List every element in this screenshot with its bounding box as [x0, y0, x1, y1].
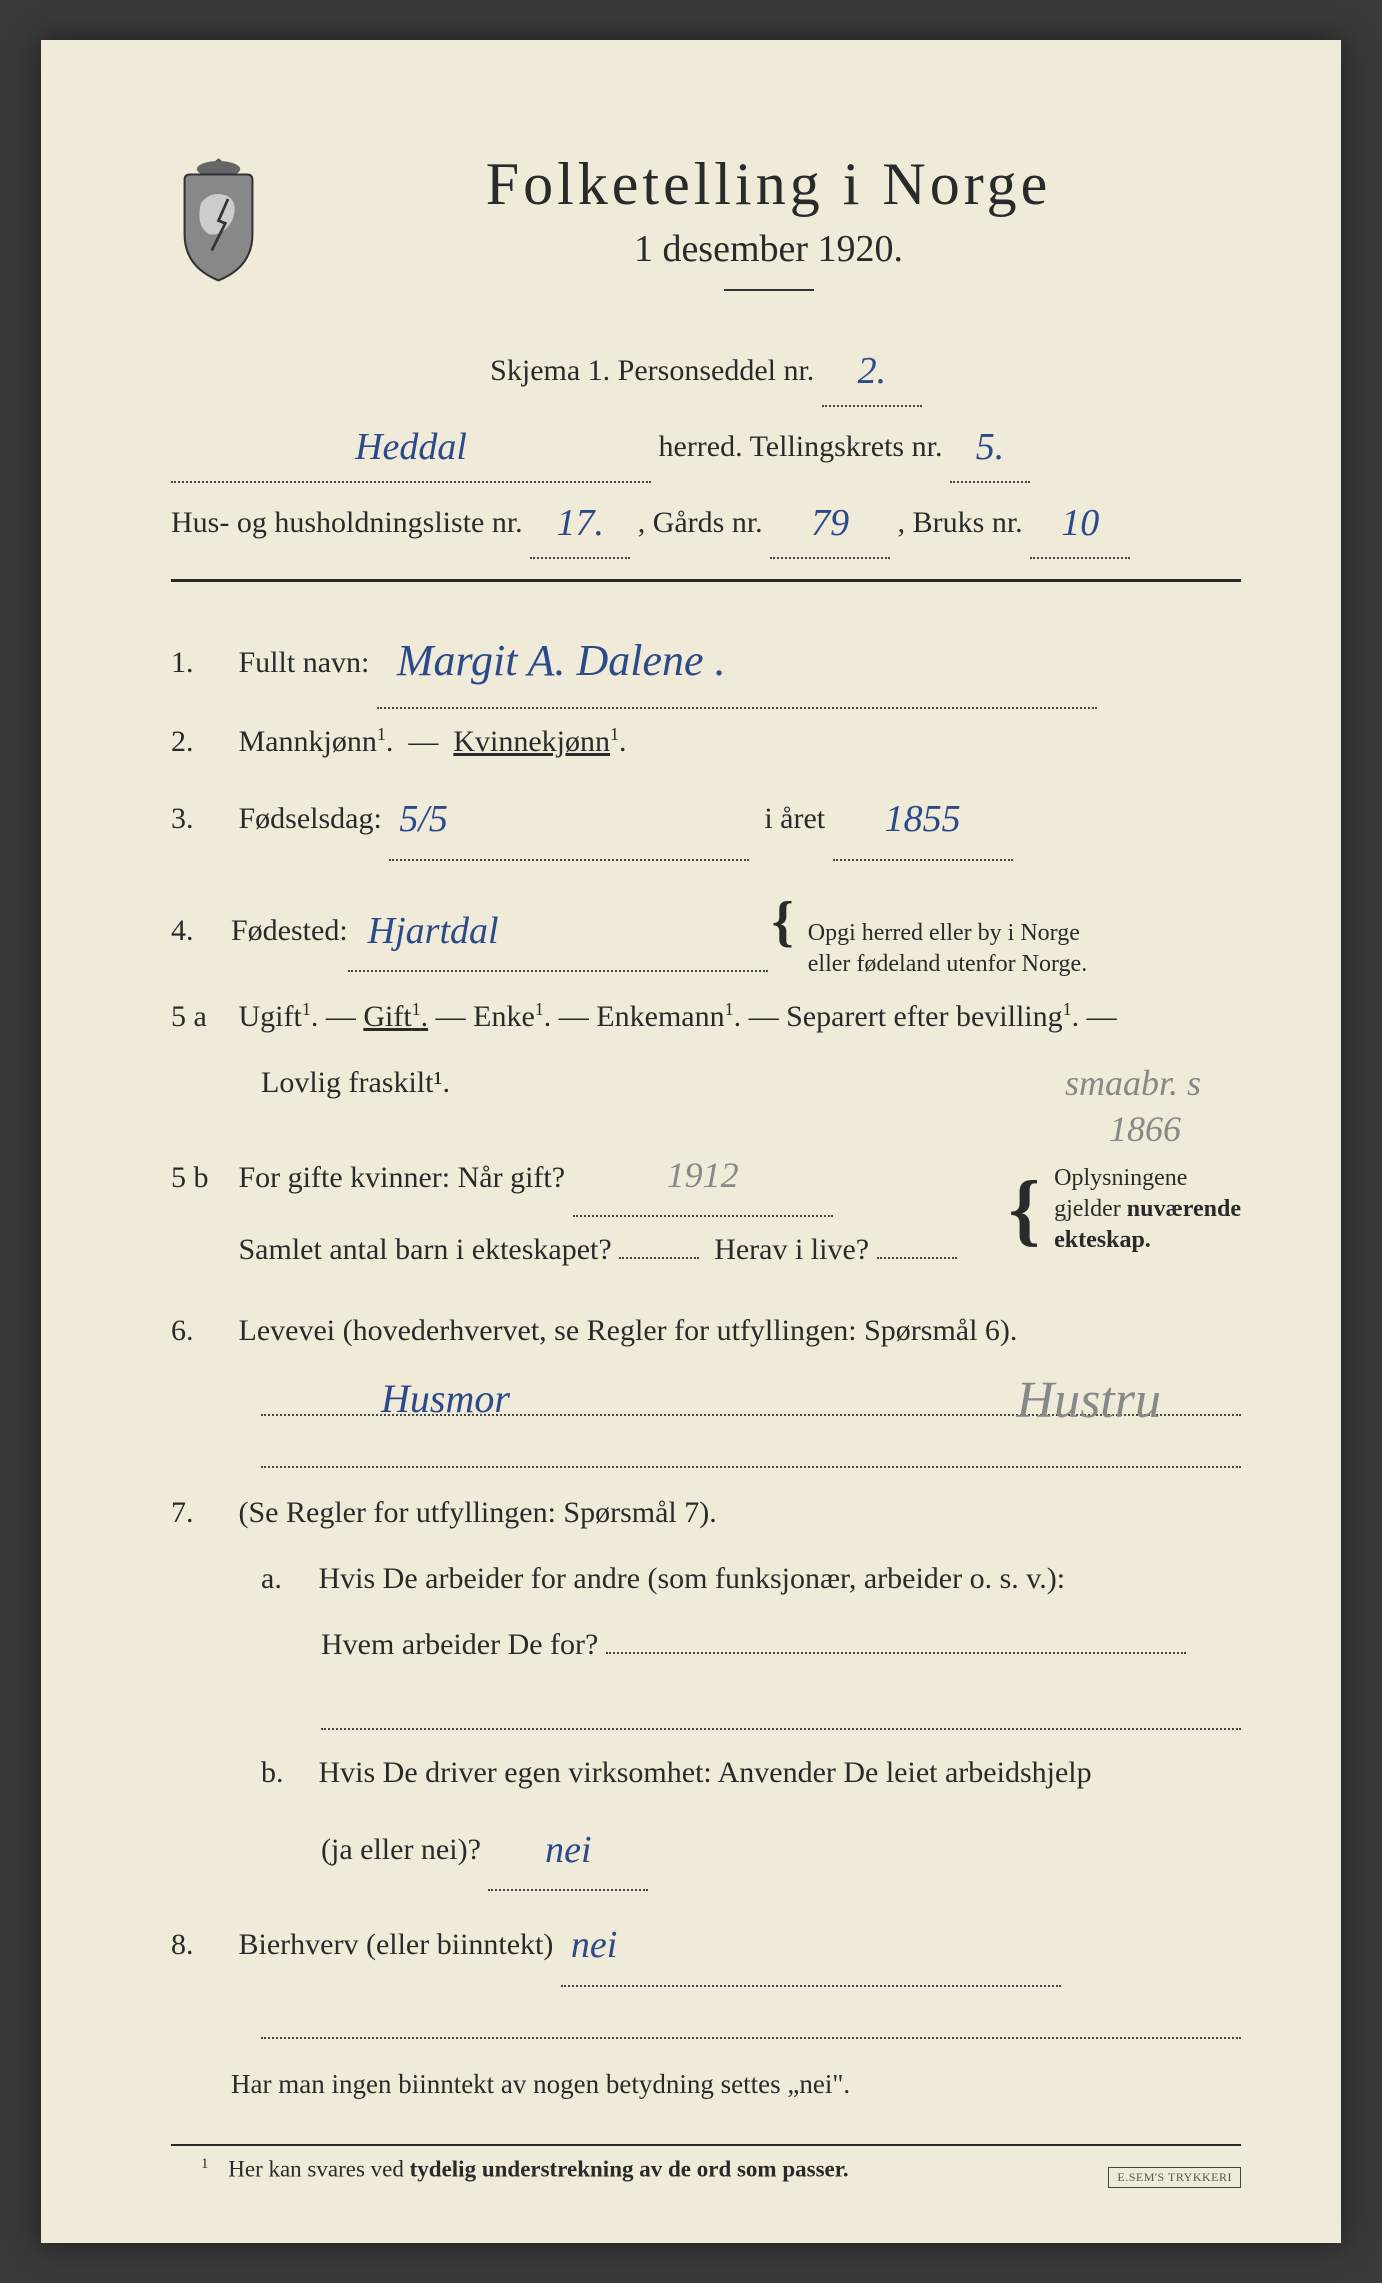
q7a-2: Hvem arbeider De for? [321, 1612, 1241, 1678]
q7b: b. Hvis De driver egen virksomhet: Anven… [261, 1740, 1241, 1806]
q7a: a. Hvis De arbeider for andre (som funks… [261, 1546, 1241, 1612]
q5b-note-2: gjelder nuværende [1054, 1196, 1241, 1222]
herred-line: Heddal herred. Tellingskrets nr. 5. [171, 407, 1241, 483]
q8: 8. Bierhverv (eller biinntekt) nei [171, 1901, 1241, 1987]
q3-label: Fødselsdag: [239, 802, 382, 835]
q4-num: 4. [171, 898, 231, 964]
q7b-2: (ja eller nei)? nei [321, 1806, 1241, 1892]
birth-year: 1855 [885, 798, 961, 840]
q7b-text: Hvis De driver egen virksomhet: Anvender… [319, 1756, 1092, 1789]
norway-coat-of-arms-icon [171, 155, 266, 285]
q5a: 5 a Ugift1. — Gift1. — Enke1. — Enkemann… [171, 984, 1241, 1050]
q7b-label: b. [261, 1740, 311, 1806]
skjema-line: Skjema 1. Personseddel nr. 2. [171, 331, 1241, 407]
q4-note-2: eller fødeland utenfor Norge. [808, 951, 1087, 977]
q6-pencil: Hustru [1017, 1371, 1161, 1430]
herred-value: Heddal [355, 426, 467, 468]
q3-num: 3. [171, 786, 231, 852]
q6-text: Levevei (hovederhvervet, se Regler for u… [239, 1314, 1018, 1347]
q6-line2 [261, 1424, 1241, 1468]
q6-num: 6. [171, 1298, 231, 1364]
title-block: Folketelling i Norge 1 desember 1920. [296, 150, 1241, 321]
q7b-text2: (ja eller nei)? [321, 1833, 481, 1866]
q2-male: Mannkjønn [239, 725, 377, 758]
q7a-line [321, 1686, 1241, 1730]
birthplace: Hjartdal [368, 910, 499, 952]
footnote: 1 Her kan svares ved tydelig understrekn… [201, 2156, 1241, 2183]
q8-value: nei [571, 1924, 617, 1966]
full-name: Margit A. Dalene . [397, 636, 726, 685]
q8-num: 8. [171, 1912, 231, 1978]
q7: 7. (Se Regler for utfyllingen: Spørsmål … [171, 1480, 1241, 1546]
q5a-num: 5 a [171, 984, 231, 1050]
q5b-l1: For gifte kvinner: Når gift? [239, 1161, 566, 1194]
main-title: Folketelling i Norge [296, 150, 1241, 219]
q4-note-1: Opgi herred eller by i Norge [808, 920, 1080, 946]
q1-num: 1. [171, 630, 231, 696]
q5b-l2a: Samlet antal barn i ekteskapet? [239, 1233, 612, 1266]
q7-text: (Se Regler for utfyllingen: Spørsmål 7). [239, 1496, 717, 1529]
q7b-value: nei [545, 1829, 591, 1871]
gards-label: , Gårds nr. [638, 506, 763, 539]
q3: 3. Fødselsdag: 5/5 i året 1855 [171, 775, 1241, 861]
krets-nr: 5. [976, 426, 1005, 468]
header: Folketelling i Norge 1 desember 1920. [171, 150, 1241, 321]
personseddel-nr: 2. [858, 350, 887, 392]
divider-1 [171, 579, 1241, 582]
q7-num: 7. [171, 1480, 231, 1546]
married-year: 1912 [667, 1155, 739, 1195]
q4: 4. Fødested: Hjartdal { Opgi herred elle… [171, 861, 1241, 984]
q7a-text2: Hvem arbeider De for? [321, 1628, 598, 1661]
q6-line1: Husmor Hustru [261, 1372, 1241, 1416]
footnote-rule [171, 2144, 1241, 2146]
hus-prefix: Hus- og husholdningsliste nr. [171, 506, 523, 539]
q5a-opts2: Lovlig fraskilt¹. [261, 1066, 450, 1099]
hus-line: Hus- og husholdningsliste nr. 17. , Gård… [171, 483, 1241, 559]
q5a-opts: Ugift1. — Gift1. — Enke1. — Enkemann1. —… [239, 1000, 1117, 1033]
herred-suffix: herred. Tellingskrets nr. [659, 430, 943, 463]
bottom-note: Har man ingen biinntekt av nogen betydni… [231, 2055, 1241, 2114]
q2-female: Kvinnekjønn [453, 725, 610, 758]
census-form-page: Folketelling i Norge 1 desember 1920. Sk… [41, 40, 1341, 2243]
bruks-label: , Bruks nr. [898, 506, 1023, 539]
q8-line [261, 1995, 1241, 2039]
q5b-note-3: ekteskap. [1054, 1227, 1151, 1253]
bruks-nr: 10 [1061, 502, 1099, 544]
q1: 1. Fullt navn: Margit A. Dalene . [171, 610, 1241, 709]
q5a-line2: Lovlig fraskilt¹. smaabr. s 1866 [261, 1050, 1241, 1116]
skjema-label: Skjema 1. Personseddel nr. [490, 354, 814, 387]
q5b-num: 5 b [171, 1145, 231, 1211]
title-rule [724, 289, 814, 291]
hus-nr: 17. [556, 502, 604, 544]
q7a-text: Hvis De arbeider for andre (som funksjon… [319, 1562, 1066, 1595]
q4-note: Opgi herred eller by i Norge eller fødel… [808, 918, 1087, 980]
q7a-label: a. [261, 1546, 311, 1612]
subtitle: 1 desember 1920. [296, 227, 1241, 271]
q4-label: Fødested: [231, 898, 348, 964]
q2-num: 2. [171, 709, 231, 775]
q1-label: Fullt navn: [239, 646, 370, 679]
q2: 2. Mannkjønn1. — Kvinnekjønn1. [171, 709, 1241, 775]
q8-label: Bierhverv (eller biinntekt) [239, 1928, 554, 1961]
q5b-note: Oplysningene gjelder nuværende ekteskap. [1054, 1163, 1241, 1257]
q5b: 5 b For gifte kvinner: Når gift? 1912 Sa… [171, 1122, 1241, 1298]
gards-nr: 79 [811, 502, 849, 544]
printer-stamp: E.SEM'S TRYKKERI [1108, 2167, 1241, 2188]
birth-day: 5/5 [399, 798, 448, 840]
footnote-text: Her kan svares ved tydelig understreknin… [228, 2157, 848, 2182]
q6: 6. Levevei (hovederhvervet, se Regler fo… [171, 1298, 1241, 1364]
q5b-l2b: Herav i live? [714, 1233, 869, 1266]
q5a-pencil2: 1866 [1109, 1090, 1181, 1169]
occupation: Husmor [381, 1375, 510, 1416]
q3-mid: i året [764, 802, 825, 835]
